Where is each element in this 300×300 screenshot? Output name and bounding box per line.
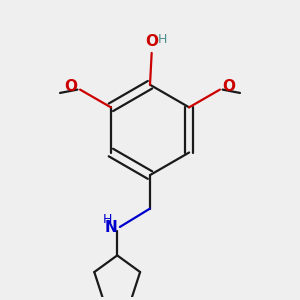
Text: O: O — [223, 79, 236, 94]
Text: O: O — [64, 79, 77, 94]
Text: N: N — [104, 220, 117, 235]
Text: H: H — [158, 33, 167, 46]
Text: O: O — [145, 34, 158, 49]
Text: H: H — [103, 213, 112, 226]
